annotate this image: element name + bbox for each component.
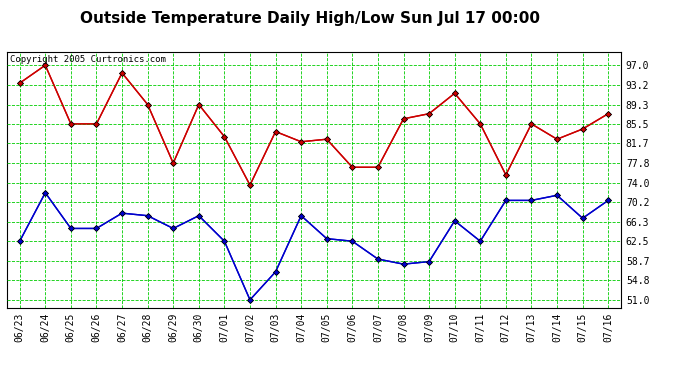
Text: Outside Temperature Daily High/Low Sun Jul 17 00:00: Outside Temperature Daily High/Low Sun J…: [81, 11, 540, 26]
Text: Copyright 2005 Curtronics.com: Copyright 2005 Curtronics.com: [10, 55, 166, 64]
